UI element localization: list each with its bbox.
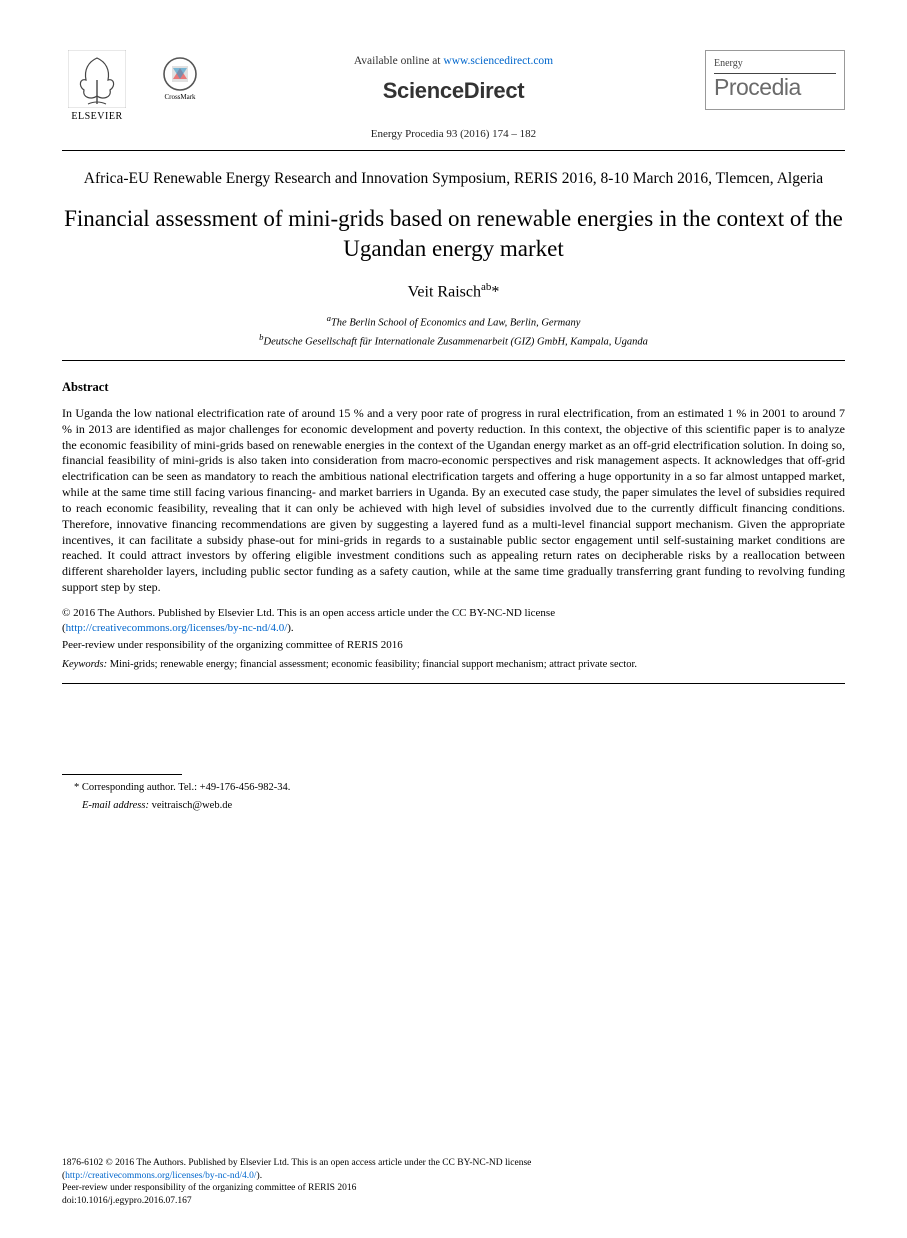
footnote-rule [62, 774, 182, 775]
abstract-heading: Abstract [62, 379, 845, 396]
license-block: © 2016 The Authors. Published by Elsevie… [62, 606, 845, 636]
header-row: ELSEVIER CrossMark Available online at w… [62, 50, 845, 142]
procedia-category: Energy [714, 57, 836, 74]
footer-block: 1876-6102 © 2016 The Authors. Published … [62, 1157, 845, 1208]
abstract-body: In Uganda the low national electrificati… [62, 406, 845, 596]
author-affil-sup: ab [481, 281, 491, 293]
author-line: Veit Raischab* [62, 280, 845, 303]
license-line1: © 2016 The Authors. Published by Elsevie… [62, 607, 555, 619]
pre-abstract-rule [62, 360, 845, 361]
keywords-text: Mini-grids; renewable energy; financial … [107, 659, 637, 670]
crossmark-badge[interactable]: CrossMark [158, 56, 202, 102]
email-value: veitraisch@web.de [149, 800, 232, 811]
header-left: ELSEVIER CrossMark [62, 50, 202, 124]
crossmark-icon [162, 56, 198, 92]
conference-line: Africa-EU Renewable Energy Research and … [62, 169, 845, 190]
article-title: Financial assessment of mini-grids based… [62, 204, 845, 264]
affiliation-b: bDeutsche Gesellschaft für International… [62, 332, 845, 350]
crossmark-text: CrossMark [158, 93, 202, 102]
keywords-line: Keywords: Mini-grids; renewable energy; … [62, 658, 845, 672]
elsevier-logo: ELSEVIER [62, 50, 132, 124]
keywords-label: Keywords: [62, 659, 107, 670]
footer-doi: doi:10.1016/j.egypro.2016.07.167 [62, 1196, 192, 1206]
journal-reference: Energy Procedia 93 (2016) 174 – 182 [202, 127, 705, 142]
author-name: Veit Raisch [408, 283, 481, 300]
header-center: Available online at www.sciencedirect.co… [202, 50, 705, 142]
elsevier-text: ELSEVIER [62, 110, 132, 124]
available-prefix: Available online at [354, 55, 444, 67]
footer-peer-line: Peer-review under responsibility of the … [62, 1183, 356, 1193]
sciencedirect-link[interactable]: www.sciencedirect.com [443, 55, 553, 67]
affil-b-text: Deutsche Gesellschaft für Internationale… [263, 337, 647, 348]
procedia-wordmark: Procedia [714, 76, 836, 99]
peer-review-line: Peer-review under responsibility of the … [62, 638, 845, 653]
footer-license-link[interactable]: http://creativecommons.org/licenses/by-n… [65, 1171, 256, 1181]
email-label: E-mail address: [82, 800, 149, 811]
post-keywords-rule [62, 683, 845, 684]
journal-box: Energy Procedia [705, 50, 845, 110]
header-rule [62, 150, 845, 151]
affiliation-a: aThe Berlin School of Economics and Law,… [62, 313, 845, 331]
author-corr-mark: * [491, 283, 499, 300]
license-link[interactable]: http://creativecommons.org/licenses/by-n… [66, 622, 288, 634]
affil-a-text: The Berlin School of Economics and Law, … [331, 317, 580, 328]
elsevier-tree-icon [68, 50, 126, 108]
footer-issn-line: 1876-6102 © 2016 The Authors. Published … [62, 1158, 531, 1168]
sciencedirect-wordmark: ScienceDirect [202, 76, 705, 106]
corresponding-author-line: * Corresponding author. Tel.: +49-176-45… [74, 781, 845, 795]
email-line: E-mail address: veitraisch@web.de [62, 795, 845, 813]
available-online-line: Available online at www.sciencedirect.co… [202, 54, 705, 70]
